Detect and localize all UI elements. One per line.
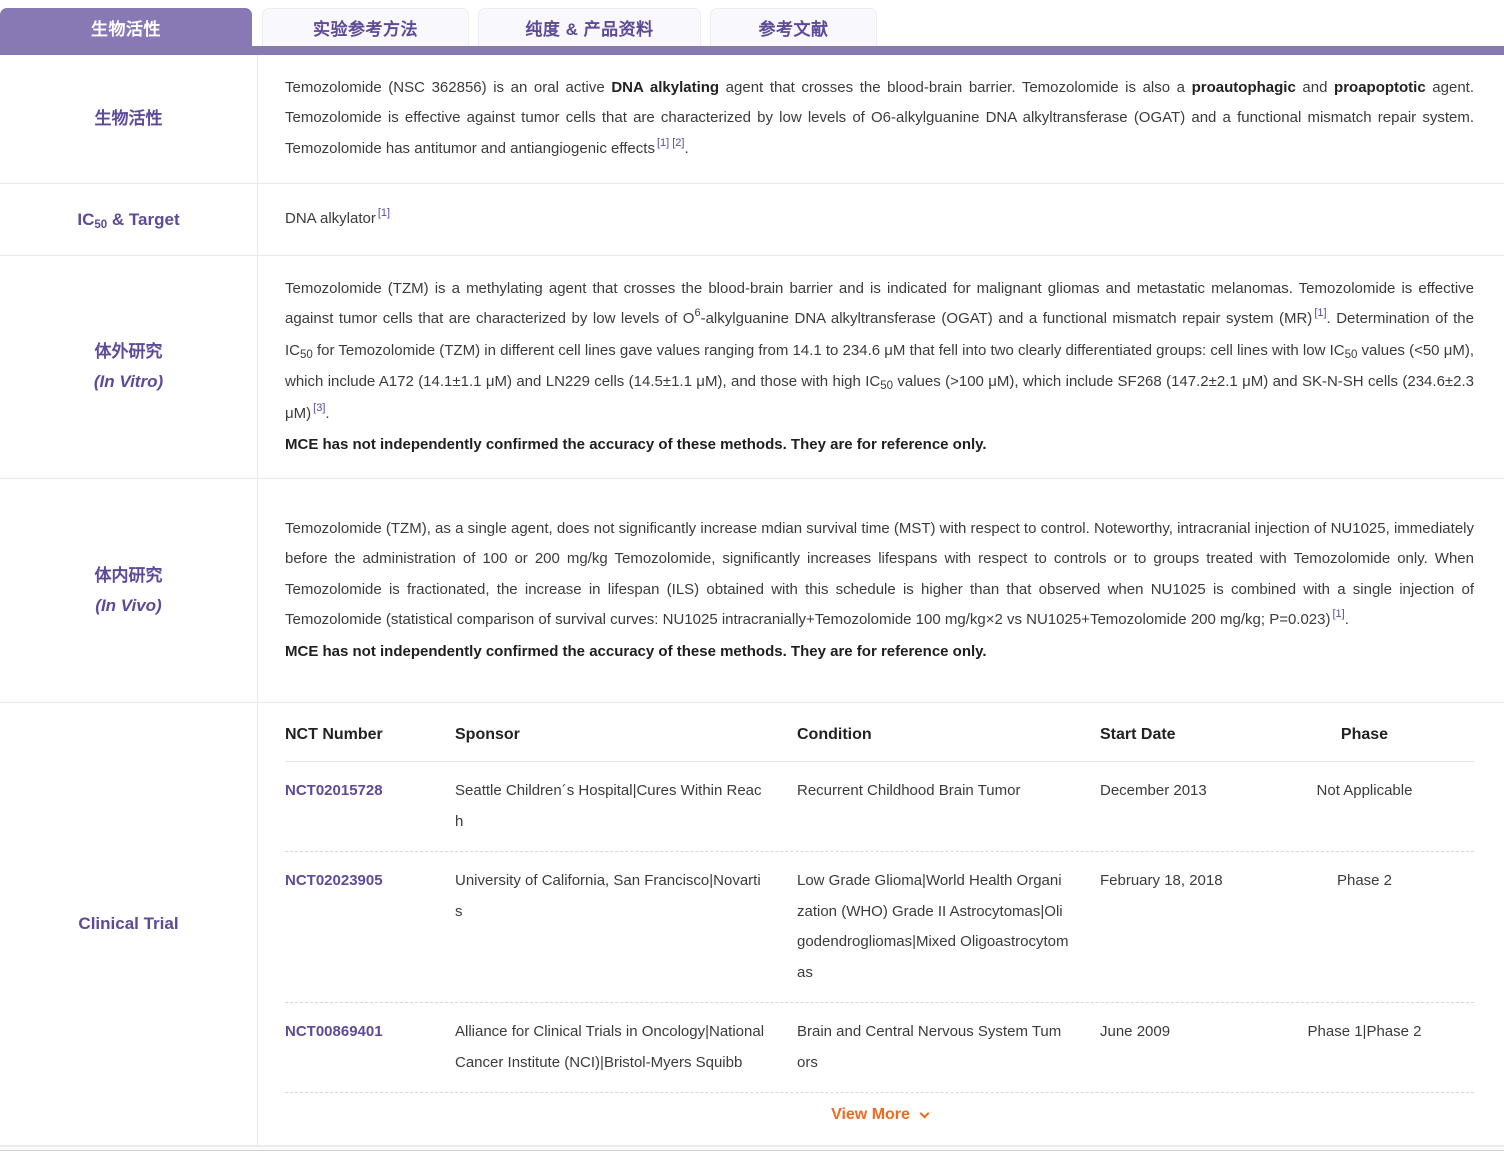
sidebar-label-bioactivity: 生物活性 (0, 55, 258, 183)
tab-protocol[interactable]: 实验参考方法 (262, 8, 469, 46)
header-condition: Condition (797, 726, 872, 743)
start-date-cell: December 2013 (1100, 782, 1207, 799)
ic50-content: DNA alkylator [1] (258, 184, 1504, 255)
section-in-vivo: 体内研究 (In Vivo) Temozolomide (TZM), as a … (0, 479, 1504, 703)
phase-cell: Phase 2 (1336, 872, 1393, 889)
in-vitro-content: Temozolomide (TZM) is a methylating agen… (258, 256, 1504, 478)
nct-link[interactable]: NCT00869401 (285, 1023, 383, 1040)
reference-link[interactable]: [1] (377, 206, 391, 219)
tab-bioactivity[interactable]: 生物活性 (0, 8, 252, 46)
header-start-date: Start Date (1100, 726, 1176, 743)
sponsor-cell: Seattle Children´s Hospital|Cures Within… (455, 782, 762, 830)
nct-link[interactable]: NCT02023905 (285, 872, 383, 889)
in-vitro-paragraph: Temozolomide (TZM) is a methylating agen… (285, 279, 1474, 422)
bioactivity-paragraph: Temozolomide (NSC 362856) is an oral act… (285, 78, 1474, 157)
tab-underline-bar (0, 46, 1504, 55)
reference-link[interactable]: [3] (313, 401, 326, 414)
sponsor-cell: Alliance for Clinical Trials in Oncology… (455, 1023, 765, 1071)
tab-purity-documentation[interactable]: 纯度 & 产品资料 (478, 8, 701, 46)
table-row: NCT02015728 Seattle Children´s Hospital|… (285, 762, 1474, 852)
bioactivity-content: Temozolomide (NSC 362856) is an oral act… (258, 55, 1504, 183)
phase-cell: Not Applicable (1316, 782, 1413, 799)
nct-link[interactable]: NCT02015728 (285, 782, 383, 799)
next-section-divider (0, 1146, 1504, 1151)
ic50-value: DNA alkylator [1] (285, 206, 391, 227)
header-phase: Phase (1340, 726, 1389, 743)
tab-bar: 生物活性 实验参考方法 纯度 & 产品资料 参考文献 (0, 0, 1504, 46)
start-date-cell: February 18, 2018 (1100, 872, 1223, 889)
section-in-vitro: 体外研究 (In Vitro) Temozolomide (TZM) is a … (0, 256, 1504, 479)
sponsor-cell: University of California, San Francisco|… (455, 872, 761, 920)
header-sponsor: Sponsor (455, 726, 520, 743)
section-clinical-trial: Clinical Trial NCT Number Sponsor Condit… (0, 703, 1504, 1146)
in-vivo-content: Temozolomide (TZM), as a single agent, d… (258, 479, 1504, 702)
sidebar-label-in-vivo: 体内研究 (In Vivo) (0, 479, 258, 702)
sidebar-label-in-vitro: 体外研究 (In Vitro) (0, 256, 258, 478)
mce-disclaimer: MCE has not independently confirmed the … (285, 436, 987, 453)
section-ic50-target: IC50 & Target DNA alkylator [1] (0, 184, 1504, 256)
header-nct-number: NCT Number (285, 726, 383, 743)
sidebar-label-clinical-trial: Clinical Trial (0, 703, 258, 1145)
tab-references[interactable]: 参考文献 (710, 8, 877, 46)
reference-link[interactable]: [1] [2] (656, 136, 685, 149)
view-more-row: View More (285, 1093, 1474, 1134)
condition-cell: Brain and Central Nervous System Tumors (797, 1023, 1062, 1071)
view-more-button[interactable]: View More (831, 1106, 930, 1124)
clinical-trial-table: NCT Number Sponsor Condition Start Date … (258, 703, 1504, 1145)
condition-cell: Low Grade Glioma|World Health Organizati… (797, 872, 1069, 981)
section-bioactivity: 生物活性 Temozolomide (NSC 362856) is an ora… (0, 55, 1504, 184)
reference-link[interactable]: [1] (1332, 608, 1345, 621)
reference-link[interactable]: [1] (1314, 307, 1327, 319)
condition-cell: Recurrent Childhood Brain Tumor (797, 782, 1021, 799)
trial-table-header: NCT Number Sponsor Condition Start Date … (285, 707, 1474, 762)
table-row: NCT02023905 University of California, Sa… (285, 852, 1474, 1003)
mce-disclaimer: MCE has not independently confirmed the … (285, 642, 987, 660)
table-row: NCT00869401 Alliance for Clinical Trials… (285, 1003, 1474, 1093)
phase-cell: Phase 1|Phase 2 (1307, 1023, 1422, 1040)
chevron-down-icon (919, 1108, 930, 1118)
sidebar-label-ic50-target: IC50 & Target (0, 184, 258, 255)
start-date-cell: June 2009 (1100, 1023, 1171, 1040)
in-vivo-paragraph: Temozolomide (TZM), as a single agent, d… (285, 519, 1474, 629)
